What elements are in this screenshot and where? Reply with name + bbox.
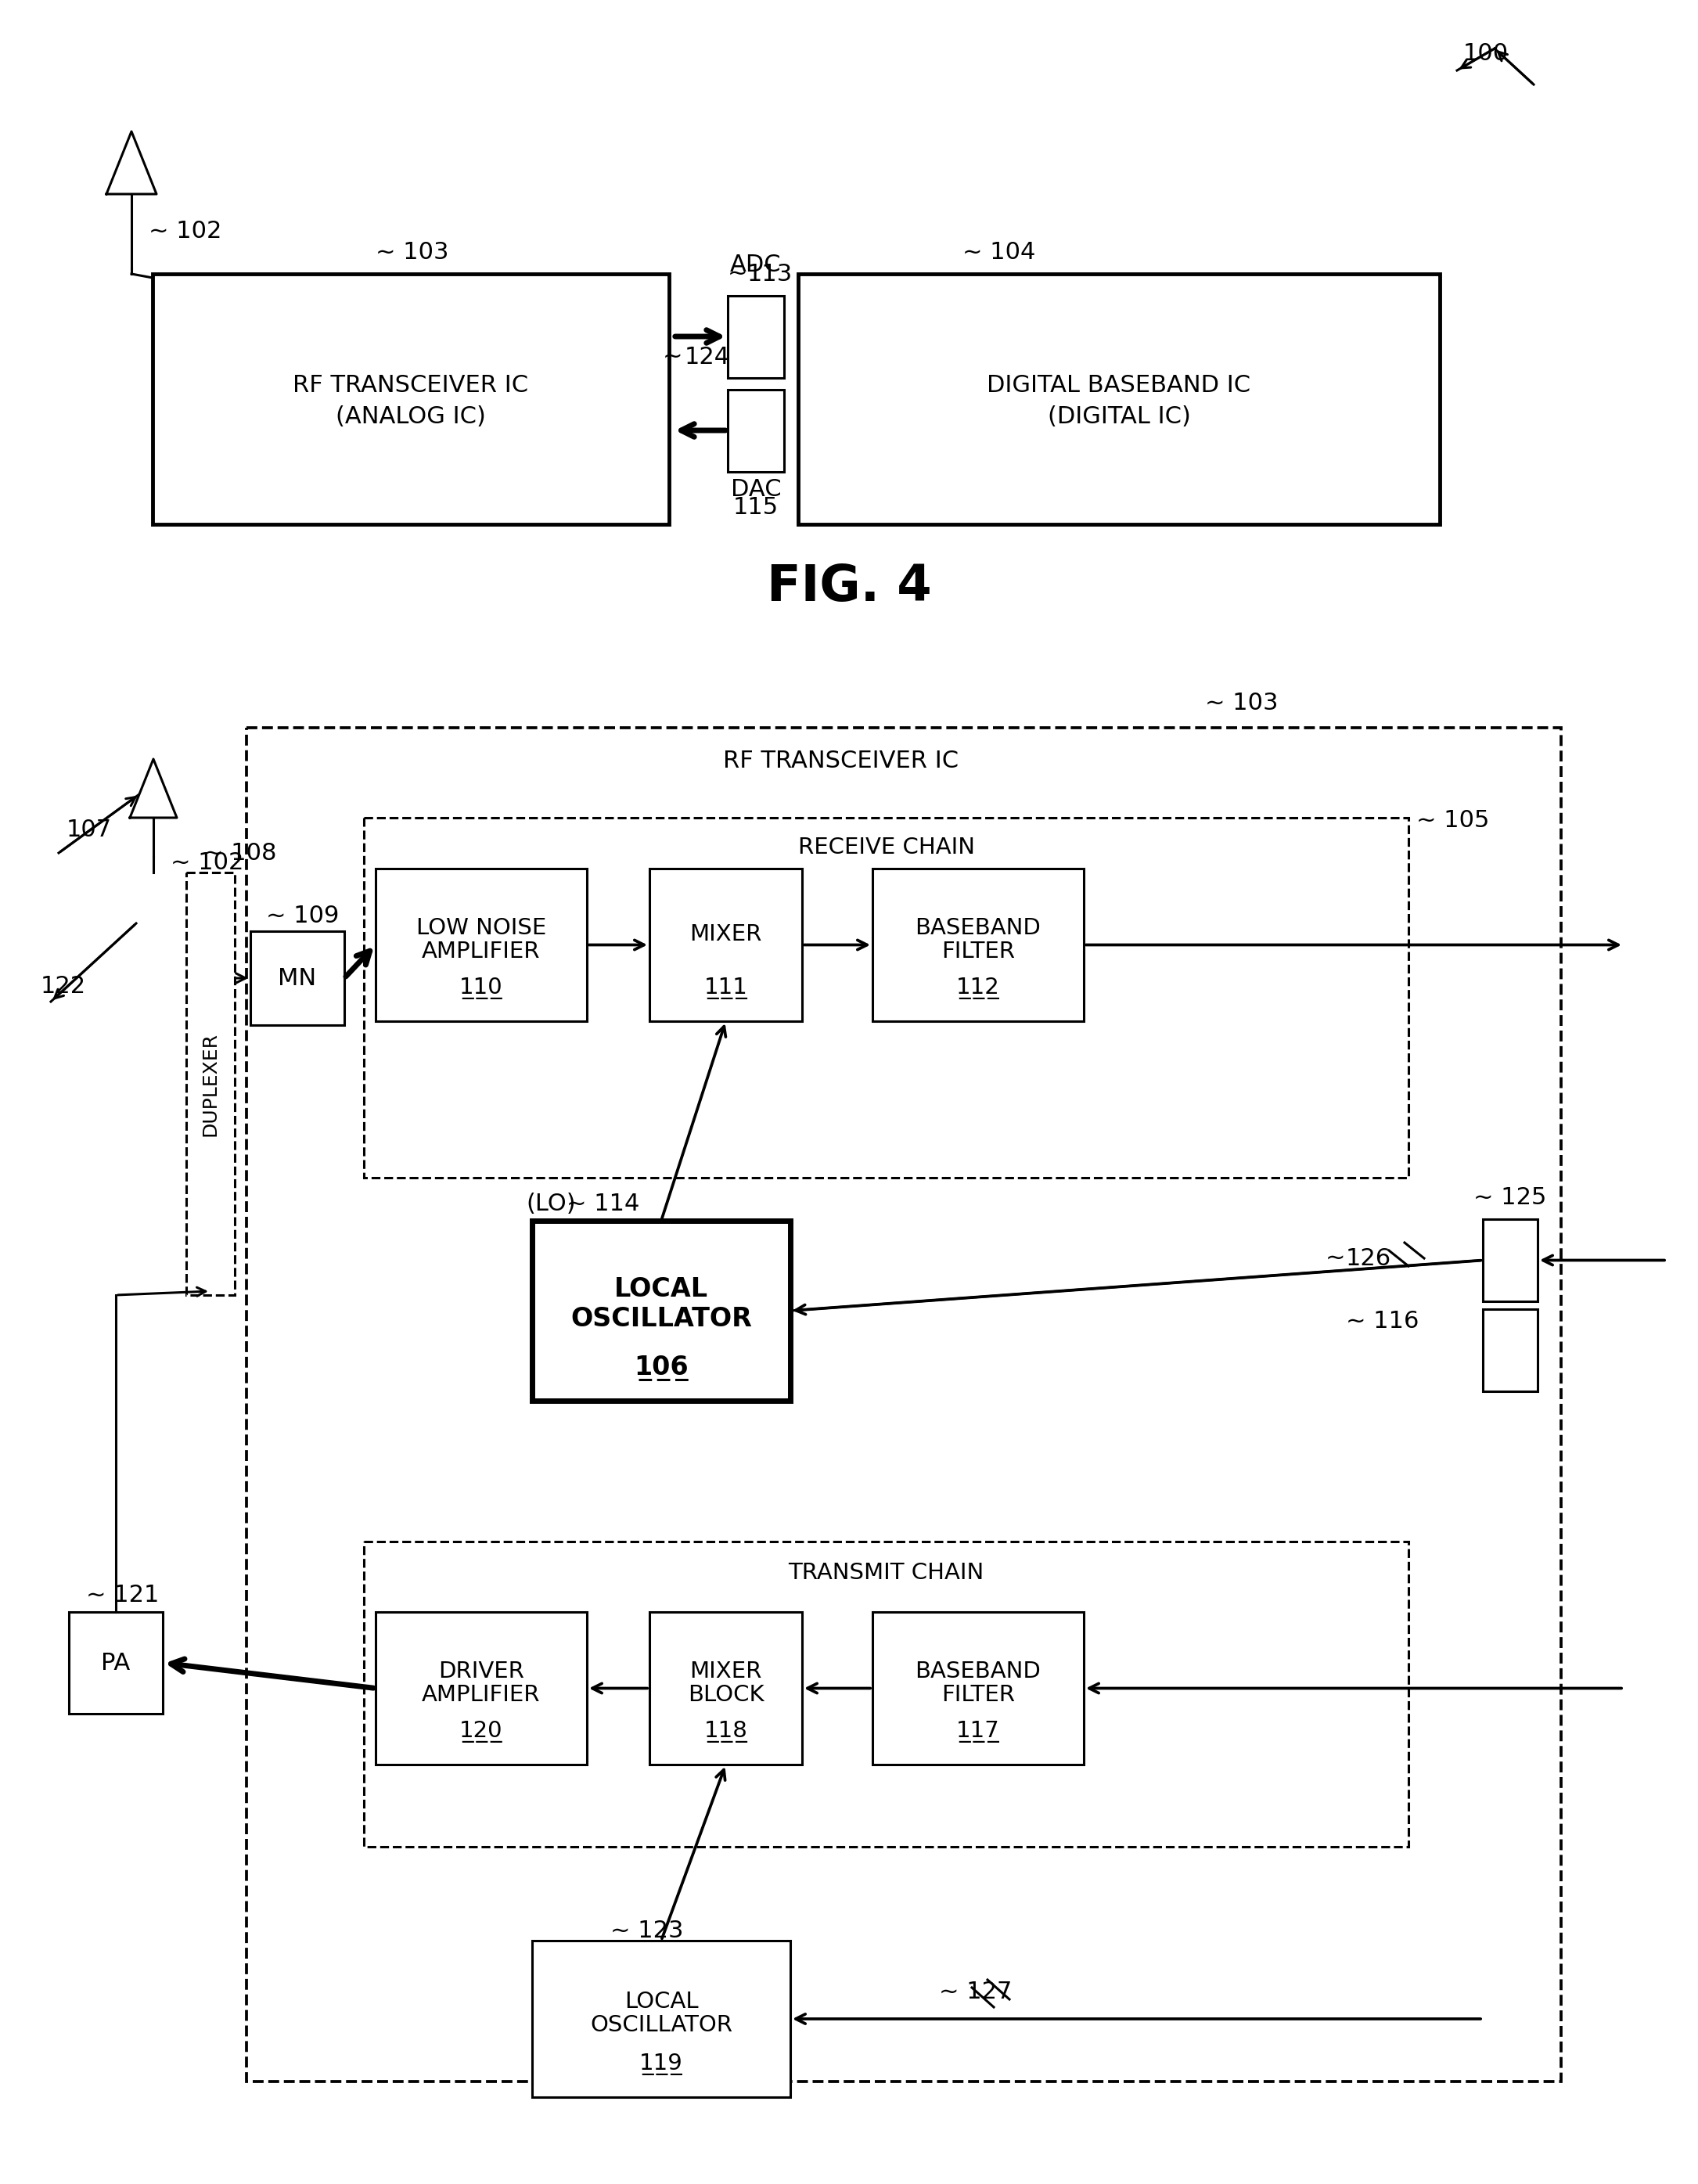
Bar bbox=[375, 1612, 588, 1765]
Text: 1̲1̲8̲: 1̲1̲8̲ bbox=[705, 1721, 747, 1743]
Bar bbox=[649, 1612, 801, 1765]
Text: BASEBAND: BASEBAND bbox=[915, 917, 1041, 939]
Text: ADC: ADC bbox=[730, 253, 781, 275]
Text: LOW NOISE: LOW NOISE bbox=[416, 917, 547, 939]
Text: 1̲1̲7̲: 1̲1̲7̲ bbox=[956, 1721, 1000, 1743]
Polygon shape bbox=[107, 131, 156, 194]
Text: 124: 124 bbox=[684, 345, 730, 369]
Bar bbox=[1482, 1219, 1538, 1302]
Bar bbox=[531, 1221, 790, 1400]
Text: BASEBAND: BASEBAND bbox=[915, 1660, 1041, 1682]
Text: LOCAL: LOCAL bbox=[625, 1992, 698, 2014]
Text: RECEIVE CHAIN: RECEIVE CHAIN bbox=[798, 836, 975, 858]
Bar bbox=[728, 295, 784, 378]
Text: FILTER: FILTER bbox=[941, 939, 1015, 963]
Text: 107: 107 bbox=[66, 819, 112, 841]
Text: 126: 126 bbox=[1347, 1247, 1391, 1269]
Text: DRIVER: DRIVER bbox=[438, 1660, 525, 1682]
Text: MIXER: MIXER bbox=[689, 924, 762, 946]
Bar bbox=[649, 869, 801, 1022]
Bar bbox=[798, 273, 1440, 524]
Bar bbox=[187, 871, 234, 1295]
Text: 100: 100 bbox=[1464, 41, 1510, 66]
Text: ~ 121: ~ 121 bbox=[87, 1583, 160, 1605]
Polygon shape bbox=[129, 760, 177, 817]
Text: 122: 122 bbox=[41, 974, 87, 998]
Text: ~ 102: ~ 102 bbox=[149, 221, 222, 242]
Text: (LO): (LO) bbox=[526, 1192, 576, 1214]
Bar bbox=[363, 1542, 1408, 1848]
Text: 1̲0̲6̲: 1̲0̲6̲ bbox=[633, 1354, 688, 1380]
Text: ~ 102: ~ 102 bbox=[170, 852, 243, 874]
Text: MIXER: MIXER bbox=[689, 1660, 762, 1682]
Text: (ANALOG IC): (ANALOG IC) bbox=[336, 404, 486, 428]
Text: RF TRANSCEIVER IC: RF TRANSCEIVER IC bbox=[294, 373, 528, 395]
Text: ~ 108: ~ 108 bbox=[204, 841, 277, 865]
Text: PA: PA bbox=[102, 1651, 131, 1675]
Text: ~ 105: ~ 105 bbox=[1416, 808, 1489, 832]
Text: MN: MN bbox=[278, 968, 316, 989]
Bar bbox=[873, 869, 1083, 1022]
Text: 1̲1̲0̲: 1̲1̲0̲ bbox=[460, 978, 503, 1000]
Text: ~: ~ bbox=[728, 262, 747, 286]
Text: ~: ~ bbox=[1326, 1247, 1345, 1269]
Text: OSCILLATOR: OSCILLATOR bbox=[571, 1306, 752, 1332]
Text: ~ 114: ~ 114 bbox=[567, 1192, 640, 1214]
Text: AMPLIFIER: AMPLIFIER bbox=[423, 1684, 540, 1706]
Bar bbox=[728, 389, 784, 472]
Text: 1̲1̲9̲: 1̲1̲9̲ bbox=[640, 2053, 683, 2075]
Text: LOCAL: LOCAL bbox=[615, 1275, 708, 1302]
Text: DIGITAL BASEBAND IC: DIGITAL BASEBAND IC bbox=[987, 373, 1251, 395]
Text: 1̲2̲0̲: 1̲2̲0̲ bbox=[460, 1721, 503, 1743]
Bar bbox=[70, 1612, 163, 1714]
Text: ~ 103: ~ 103 bbox=[375, 240, 448, 264]
Text: ~ 125: ~ 125 bbox=[1474, 1186, 1547, 1208]
Text: ~ 109: ~ 109 bbox=[267, 904, 340, 926]
Text: 1̲1̲1̲: 1̲1̲1̲ bbox=[705, 978, 747, 1000]
Bar bbox=[246, 727, 1560, 2081]
Text: 1̲1̲2̲: 1̲1̲2̲ bbox=[956, 978, 1000, 1000]
Bar bbox=[153, 273, 669, 524]
Text: (DIGITAL IC): (DIGITAL IC) bbox=[1048, 404, 1190, 428]
Text: FILTER: FILTER bbox=[941, 1684, 1015, 1706]
Text: DAC: DAC bbox=[730, 478, 781, 500]
Text: ~ 104: ~ 104 bbox=[963, 240, 1036, 264]
Text: OSCILLATOR: OSCILLATOR bbox=[589, 2014, 732, 2035]
Bar bbox=[363, 817, 1408, 1177]
Text: DUPLEXER: DUPLEXER bbox=[200, 1031, 219, 1136]
Text: ~ 123: ~ 123 bbox=[610, 1920, 684, 1942]
Text: 113: 113 bbox=[747, 262, 793, 286]
Text: 115: 115 bbox=[734, 496, 779, 518]
Bar bbox=[375, 869, 588, 1022]
Text: AMPLIFIER: AMPLIFIER bbox=[423, 939, 540, 963]
Bar bbox=[873, 1612, 1083, 1765]
Text: RF TRANSCEIVER IC: RF TRANSCEIVER IC bbox=[723, 749, 959, 771]
Text: ~ 116: ~ 116 bbox=[1347, 1310, 1420, 1332]
Text: ~ 127: ~ 127 bbox=[939, 1981, 1012, 2003]
Bar bbox=[250, 930, 345, 1024]
Text: ~: ~ bbox=[662, 345, 683, 369]
Text: ~ 103: ~ 103 bbox=[1206, 692, 1279, 714]
Text: FIG. 4: FIG. 4 bbox=[766, 563, 932, 612]
Text: TRANSMIT CHAIN: TRANSMIT CHAIN bbox=[788, 1562, 985, 1583]
Text: BLOCK: BLOCK bbox=[688, 1684, 764, 1706]
Bar bbox=[1482, 1308, 1538, 1391]
Bar bbox=[531, 1942, 790, 2097]
